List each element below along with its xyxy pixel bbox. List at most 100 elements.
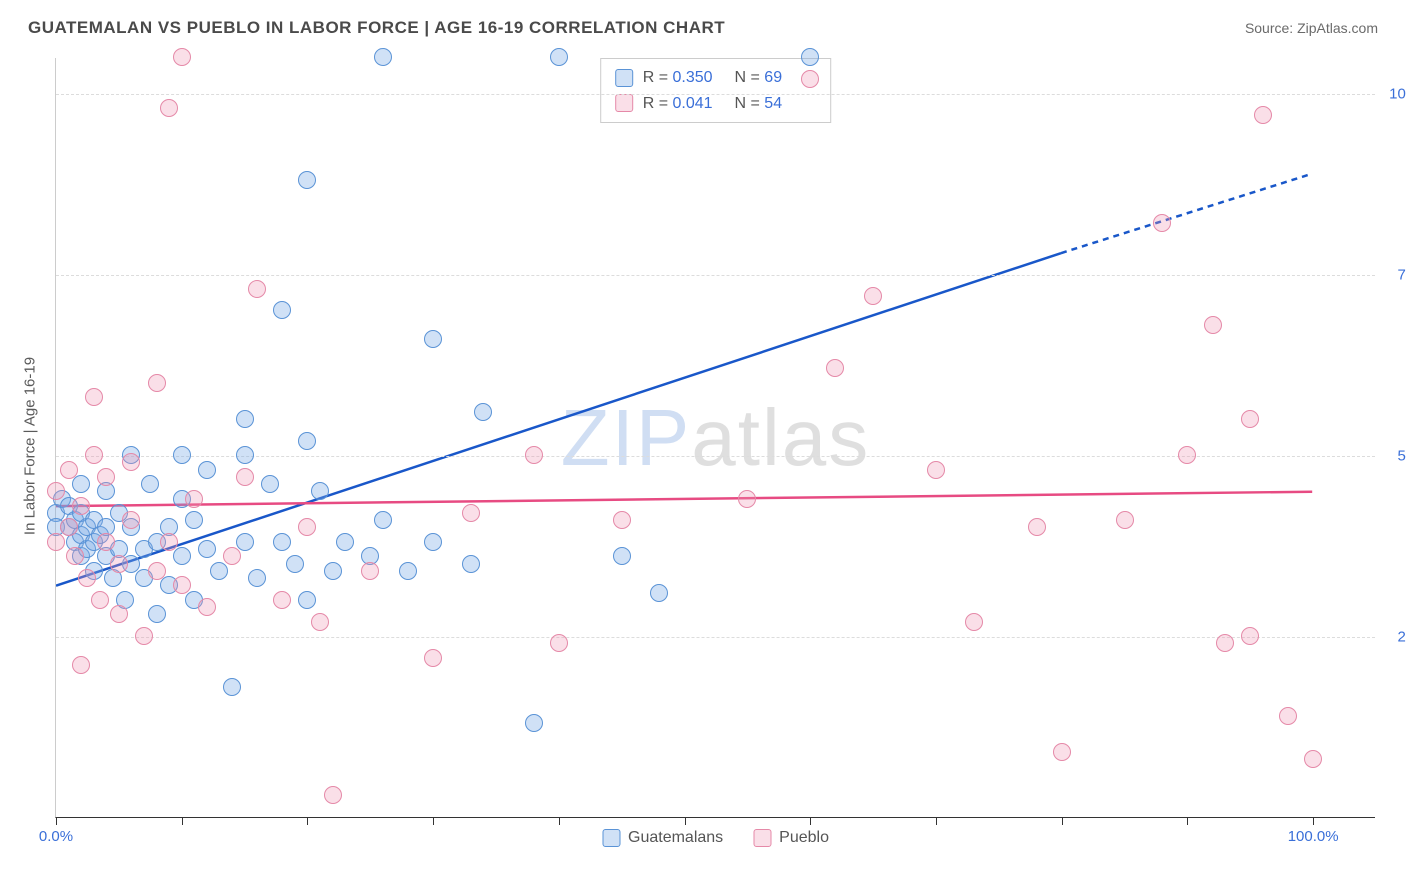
data-point <box>525 446 543 464</box>
watermark: ZIPatlas <box>561 392 870 484</box>
data-point <box>85 446 103 464</box>
data-point <box>173 48 191 66</box>
gridline <box>56 637 1375 638</box>
stats-row-guatemalans: R = 0.350 N = 69 <box>615 65 817 91</box>
data-point <box>738 490 756 508</box>
x-tick <box>810 817 811 825</box>
data-point <box>462 555 480 573</box>
swatch-pueblo <box>753 829 771 847</box>
data-point <box>173 576 191 594</box>
n-label: N = <box>735 69 765 86</box>
data-point <box>122 511 140 529</box>
data-point <box>110 555 128 573</box>
swatch-pueblo <box>615 94 633 112</box>
data-point <box>236 468 254 486</box>
data-point <box>1216 634 1234 652</box>
swatch-guatemalans <box>602 829 620 847</box>
data-point <box>148 374 166 392</box>
data-point <box>550 48 568 66</box>
data-point <box>525 714 543 732</box>
data-point <box>298 518 316 536</box>
y-axis-title: In Labor Force | Age 16-19 <box>22 357 39 535</box>
legend-item-pueblo: Pueblo <box>753 829 829 847</box>
watermark-zip: ZIP <box>561 393 691 482</box>
data-point <box>650 584 668 602</box>
data-point <box>1304 750 1322 768</box>
data-point <box>864 287 882 305</box>
data-point <box>47 533 65 551</box>
data-point <box>173 547 191 565</box>
data-point <box>78 569 96 587</box>
data-point <box>236 533 254 551</box>
data-point <box>223 678 241 696</box>
data-point <box>210 562 228 580</box>
legend-item-guatemalans: Guatemalans <box>602 829 723 847</box>
data-point <box>374 48 392 66</box>
data-point <box>298 432 316 450</box>
data-point <box>298 591 316 609</box>
data-point <box>424 330 442 348</box>
data-point <box>462 504 480 522</box>
data-point <box>613 547 631 565</box>
x-tick <box>1062 817 1063 825</box>
data-point <box>223 547 241 565</box>
y-tick-label: 75.0% <box>1397 267 1406 284</box>
data-point <box>198 461 216 479</box>
data-point <box>1178 446 1196 464</box>
legend-label: Guatemalans <box>628 829 723 847</box>
x-tick <box>56 817 57 825</box>
data-point <box>198 598 216 616</box>
data-point <box>173 446 191 464</box>
data-point <box>47 482 65 500</box>
data-point <box>97 533 115 551</box>
data-point <box>160 99 178 117</box>
data-point <box>613 511 631 529</box>
gridline <box>56 275 1375 276</box>
data-point <box>72 497 90 515</box>
data-point <box>324 562 342 580</box>
swatch-guatemalans <box>615 69 633 87</box>
y-tick-label: 100.0% <box>1389 86 1406 103</box>
data-point <box>311 613 329 631</box>
data-point <box>1204 316 1222 334</box>
stats-legend: R = 0.350 N = 69 R = 0.041 N = 54 <box>600 58 832 123</box>
n-label: N = <box>735 95 765 112</box>
data-point <box>336 533 354 551</box>
x-tick <box>307 817 308 825</box>
data-point <box>286 555 304 573</box>
data-point <box>1028 518 1046 536</box>
data-point <box>91 591 109 609</box>
r-label: R = <box>643 95 673 112</box>
data-point <box>361 562 379 580</box>
data-point <box>160 533 178 551</box>
r-label: R = <box>643 69 673 86</box>
x-tick-label: 0.0% <box>39 828 73 845</box>
y-tick-label: 25.0% <box>1397 629 1406 646</box>
data-point <box>1254 106 1272 124</box>
data-point <box>185 511 203 529</box>
data-point <box>185 490 203 508</box>
data-point <box>236 410 254 428</box>
x-tick <box>433 817 434 825</box>
x-tick <box>936 817 937 825</box>
data-point <box>273 301 291 319</box>
data-point <box>97 468 115 486</box>
data-point <box>261 475 279 493</box>
data-point <box>1241 410 1259 428</box>
data-point <box>474 403 492 421</box>
data-point <box>374 511 392 529</box>
x-tick <box>559 817 560 825</box>
data-point <box>122 453 140 471</box>
source-label: Source: ZipAtlas.com <box>1245 20 1378 36</box>
x-tick <box>182 817 183 825</box>
data-point <box>66 547 84 565</box>
data-point <box>1241 627 1259 645</box>
data-point <box>801 70 819 88</box>
watermark-atlas: atlas <box>691 393 870 482</box>
data-point <box>60 518 78 536</box>
data-point <box>72 656 90 674</box>
data-point <box>1116 511 1134 529</box>
data-point <box>135 627 153 645</box>
data-point <box>801 48 819 66</box>
x-tick <box>1313 817 1314 825</box>
